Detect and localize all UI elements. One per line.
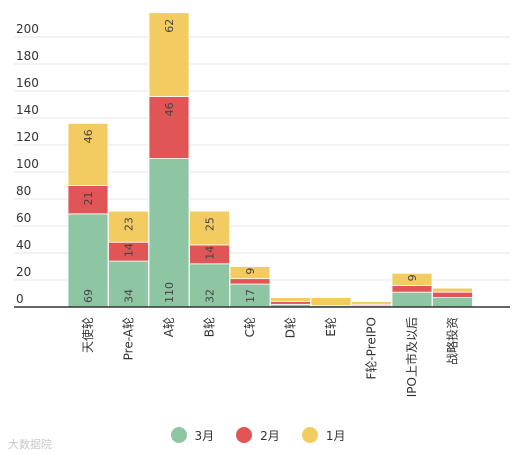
bar-segment [148, 12, 190, 97]
category-label: E轮 [324, 317, 338, 337]
y-tick-label: 60 [16, 211, 31, 225]
data-label: 46 [82, 129, 95, 143]
y-tick-label: 200 [16, 22, 39, 36]
y-tick-label: 40 [16, 238, 31, 252]
bar-segment [391, 272, 433, 286]
category-label: 天使轮 [80, 317, 95, 353]
bar-segment [391, 291, 433, 308]
bar-segment [108, 210, 149, 243]
data-label: 17 [244, 289, 257, 303]
category-label: A轮 [162, 317, 176, 337]
legend-swatch [236, 427, 253, 443]
y-tick-label: 20 [16, 265, 31, 279]
bar-segment [270, 297, 311, 302]
bar-segment [67, 123, 109, 186]
category-label: Pre-A轮 [122, 317, 136, 360]
legend-label: 1月 [325, 428, 346, 443]
bar-segment [432, 291, 473, 298]
legend-swatch [301, 427, 318, 443]
bar-segment [229, 278, 271, 285]
data-label: 14 [204, 246, 217, 260]
data-label: 32 [204, 289, 217, 303]
category-label: IPO上市及以后 [404, 317, 419, 397]
category-label: D轮 [284, 317, 298, 338]
watermark: 大数据院 [8, 438, 52, 451]
data-label: 62 [163, 19, 176, 33]
data-label: 9 [406, 274, 419, 281]
bar-segment [189, 263, 230, 308]
y-tick-label: 160 [16, 76, 39, 90]
bar-segment [432, 287, 473, 293]
legend-item[interactable]: 1月 [301, 427, 346, 444]
y-tick-label: 120 [16, 130, 39, 144]
data-label: 9 [244, 268, 257, 275]
category-label: 战略投资 [445, 317, 460, 365]
data-label: 14 [123, 243, 136, 257]
bar-segment [270, 301, 311, 305]
bar-segment [310, 297, 352, 307]
bar-segment [189, 210, 230, 246]
legend-swatch [170, 427, 187, 443]
legend-label: 2月 [260, 428, 280, 443]
x-axis-category-labels: 天使轮 Pre-A轮 A轮 B轮 C轮 D轮 E轮 F轮-PreIPO IPO上市及以后 战略投资 [80, 317, 460, 397]
legend-label: 3月 [194, 428, 215, 443]
data-labels: 69 21 46 34 14 23 110 46 62 32 14 25 17 9 9 [82, 19, 419, 303]
legend-item[interactable]: 2月 [236, 427, 280, 444]
category-label: F轮-PreIPO [365, 317, 379, 380]
legend-item[interactable]: 3月 [170, 427, 215, 444]
y-tick-label: 80 [16, 184, 31, 198]
legend: 3月 2月 1月 [0, 424, 516, 446]
y-tick-label: 180 [16, 49, 39, 63]
data-label: 34 [123, 289, 136, 303]
y-tick-label: 140 [16, 103, 39, 117]
bar-segment [432, 297, 473, 308]
bar-segment [148, 96, 190, 159]
data-label: 21 [82, 192, 95, 206]
data-label: 110 [163, 282, 176, 303]
y-tick-label: 0 [16, 292, 24, 306]
data-label: 23 [123, 217, 136, 231]
bar-segment [108, 260, 149, 308]
category-label: C轮 [243, 317, 257, 337]
category-label: B轮 [203, 317, 217, 337]
bar-segment [351, 301, 392, 305]
y-axis-ticks: 0 20 40 60 80 100 120 140 160 180 200 [16, 22, 39, 306]
data-label: 46 [163, 102, 176, 116]
bars [67, 12, 473, 308]
bar-segment [229, 266, 271, 280]
data-label: 69 [82, 289, 95, 303]
y-tick-label: 100 [16, 157, 39, 171]
bar-segment [391, 284, 433, 293]
data-label: 25 [204, 217, 217, 231]
